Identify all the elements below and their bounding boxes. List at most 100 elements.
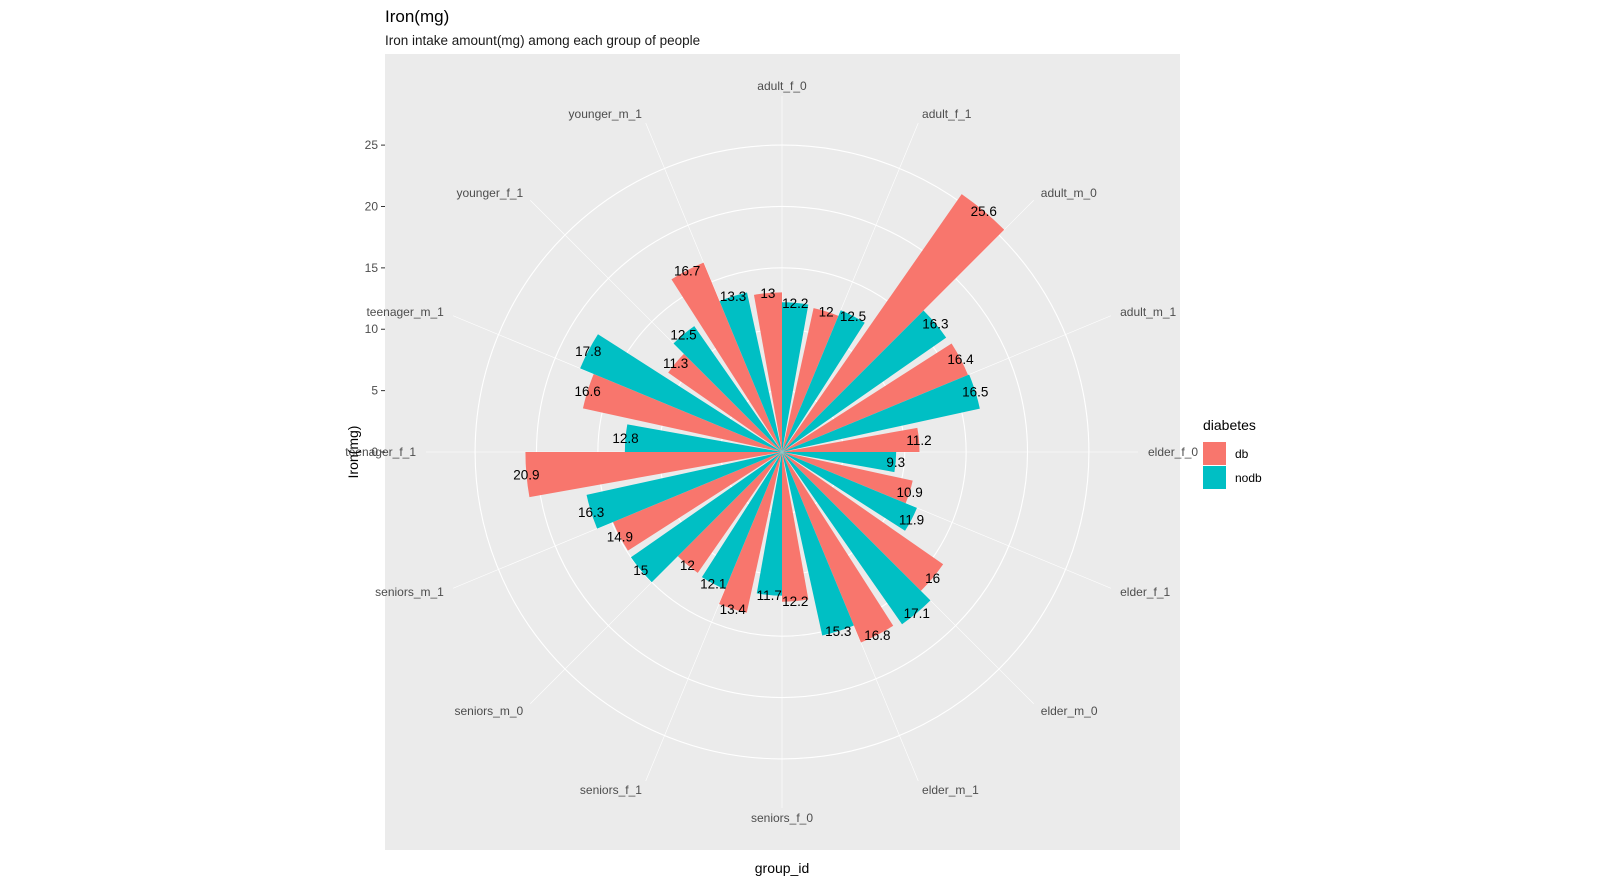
- y-tick-label-15: 15: [365, 261, 379, 275]
- bar-db-seniors_f_1: [719, 452, 782, 613]
- bar-nodb-younger_m_1: [719, 292, 782, 452]
- data-label-db-younger_f_1: 11.3: [663, 356, 688, 371]
- bar-db-younger_m_1: [671, 262, 782, 452]
- category-label-adult_f_1: adult_f_1: [922, 107, 972, 121]
- data-labels-layer: 13 12 25.6 16.4 11.2 10.9 16 16.8 12.2 13.4 12 14.9…: [513, 204, 997, 643]
- category-label-adult_m_1: adult_m_1: [1120, 305, 1176, 319]
- bar-db-elder_f_0: [782, 427, 920, 452]
- bar-nodb-seniors_f_0: [756, 452, 782, 596]
- data-label-nodb-elder_f_0: 9.3: [886, 455, 905, 470]
- data-label-db-seniors_f_0: 12.2: [782, 594, 808, 609]
- legend-label-db: db: [1235, 447, 1249, 461]
- y-tick-label-0: 0: [371, 445, 378, 459]
- bar-db-adult_m_1: [782, 343, 968, 452]
- data-label-db-adult_f_1: 12: [819, 304, 834, 319]
- bar-nodb-adult_m_0: [782, 310, 947, 452]
- data-label-nodb-adult_f_0: 12.2: [782, 296, 808, 311]
- data-label-db-younger_m_1: 16.7: [674, 263, 700, 278]
- bar-db-adult_f_0: [753, 292, 782, 452]
- data-label-nodb-elder_m_0: 17.1: [904, 606, 930, 621]
- chart-subtitle: Iron intake amount(mg) among each group …: [385, 33, 700, 48]
- bar-nodb-seniors_m_0: [630, 452, 782, 583]
- data-label-nodb-teenager_f_1: 12.8: [612, 431, 638, 446]
- bar-nodb-elder_m_1: [782, 452, 854, 636]
- data-label-db-adult_f_0: 13: [760, 286, 775, 301]
- bar-nodb-seniors_m_1: [586, 452, 782, 529]
- data-label-nodb-adult_m_0: 16.3: [922, 317, 948, 332]
- bar-db-seniors_m_1: [613, 452, 782, 551]
- category-label-elder_f_1: elder_f_1: [1120, 585, 1170, 599]
- data-label-nodb-younger_m_1: 13.3: [720, 289, 746, 304]
- data-label-db-adult_m_0: 25.6: [971, 204, 997, 219]
- category-label-seniors_f_0: seniors_f_0: [751, 811, 813, 825]
- category-label-teenager_m_1: teenager_m_1: [366, 305, 444, 319]
- bar-nodb-adult_f_0: [782, 302, 809, 452]
- data-label-db-seniors_m_1: 14.9: [607, 530, 633, 545]
- bar-nodb-adult_m_1: [782, 374, 980, 452]
- category-label-younger_m_1: younger_m_1: [569, 107, 643, 121]
- bars-layer: [525, 194, 1005, 643]
- data-label-nodb-elder_m_1: 15.3: [825, 624, 851, 639]
- data-label-nodb-adult_f_1: 12.5: [840, 309, 866, 324]
- legend-key-db: [1203, 442, 1226, 465]
- category-label-seniors_m_1: seniors_m_1: [375, 585, 444, 599]
- bar-db-adult_f_1: [782, 308, 839, 452]
- bar-db-seniors_m_0: [677, 452, 782, 573]
- category-label-younger_f_1: younger_f_1: [456, 186, 523, 200]
- y-tick-label-20: 20: [365, 199, 379, 213]
- bar-db-adult_m_0: [782, 194, 1005, 452]
- chart-title: Iron(mg): [385, 7, 449, 26]
- bar-nodb-elder_m_0: [782, 452, 931, 625]
- category-label-seniors_m_0: seniors_m_0: [454, 704, 523, 718]
- data-label-db-teenager_m_1: 16.6: [574, 384, 600, 399]
- data-label-db-elder_m_0: 16: [925, 571, 940, 586]
- y-tick-label-5: 5: [371, 384, 378, 398]
- data-label-db-elder_f_1: 10.9: [897, 485, 923, 500]
- data-label-db-adult_m_1: 16.4: [947, 352, 974, 367]
- data-label-nodb-seniors_f_0: 11.7: [757, 588, 782, 603]
- bar-nodb-elder_f_0: [782, 452, 897, 473]
- bar-db-elder_m_1: [782, 452, 894, 643]
- bar-nodb-teenager_f_1: [624, 424, 782, 452]
- data-label-nodb-seniors_f_1: 12.1: [700, 577, 726, 592]
- data-label-nodb-teenager_m_1: 17.8: [575, 344, 601, 359]
- category-label-seniors_f_1: seniors_f_1: [580, 783, 642, 797]
- y-tick-label-25: 25: [365, 138, 379, 152]
- category-label-elder_m_0: elder_m_0: [1041, 704, 1098, 718]
- bar-db-seniors_f_0: [782, 452, 809, 602]
- bar-db-teenager_m_1: [582, 374, 782, 452]
- bar-db-teenager_f_1: [525, 452, 782, 498]
- category-labels-layer: adult_f_0 adult_f_1 adult_m_0 adult_m_1elde…: [345, 79, 1198, 825]
- category-label-adult_m_0: adult_m_0: [1041, 186, 1097, 200]
- category-label-elder_f_0: elder_f_0: [1148, 445, 1198, 459]
- data-label-nodb-seniors_m_1: 16.3: [578, 505, 604, 520]
- bar-nodb-seniors_f_1: [701, 452, 782, 590]
- legend-title: diabetes: [1203, 417, 1256, 433]
- bar-nodb-younger_f_1: [673, 326, 782, 452]
- data-label-nodb-adult_m_1: 16.5: [962, 384, 988, 399]
- data-label-db-elder_f_0: 11.2: [906, 433, 931, 448]
- legend-key-nodb: [1203, 466, 1226, 489]
- bar-db-elder_f_1: [782, 452, 913, 504]
- data-label-nodb-elder_f_1: 11.9: [899, 513, 924, 528]
- bar-nodb-teenager_m_1: [580, 334, 782, 452]
- data-label-db-seniors_f_1: 13.4: [720, 602, 747, 617]
- legend: diabetes db nodb: [1203, 417, 1262, 489]
- data-label-db-elder_m_1: 16.8: [864, 628, 890, 643]
- data-label-db-teenager_f_1: 20.9: [513, 468, 539, 483]
- bar-db-younger_f_1: [668, 353, 782, 452]
- data-label-db-seniors_m_0: 12: [680, 558, 695, 573]
- bar-db-elder_m_0: [782, 452, 944, 591]
- category-label-teenager_f_1: teenager_f_1: [345, 445, 416, 459]
- bar-nodb-adult_f_1: [782, 310, 865, 452]
- bar-nodb-elder_f_1: [782, 452, 917, 531]
- data-label-nodb-younger_f_1: 12.5: [670, 327, 696, 342]
- category-label-elder_m_1: elder_m_1: [922, 783, 979, 797]
- data-label-nodb-seniors_m_0: 15: [633, 563, 648, 578]
- legend-label-nodb: nodb: [1235, 471, 1262, 485]
- category-label-adult_f_0: adult_f_0: [757, 79, 807, 93]
- y-axis-title: Iron(mg): [345, 426, 361, 479]
- y-axis: 0 5 10 15 20 25: [365, 138, 385, 459]
- y-tick-label-10: 10: [365, 322, 379, 336]
